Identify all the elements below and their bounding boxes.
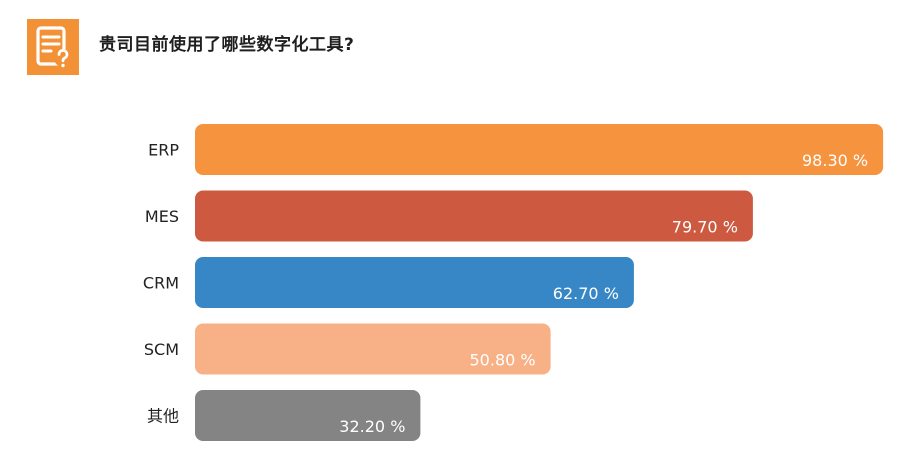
category-label: ERP — [148, 141, 179, 160]
value-label: 32.20 % — [339, 417, 405, 436]
bar — [195, 257, 634, 308]
value-label: 98.30 % — [802, 151, 868, 170]
question-document-icon — [27, 19, 79, 75]
bar — [195, 390, 421, 441]
category-label: CRM — [143, 274, 179, 293]
category-label: 其他 — [147, 407, 179, 426]
bar — [195, 124, 884, 175]
bar — [195, 323, 551, 375]
chart-title: 贵司目前使用了哪些数字化工具? — [99, 35, 355, 55]
value-label: 62.70 % — [553, 284, 619, 303]
category-label: MES — [145, 207, 179, 226]
value-label: 79.70 % — [672, 218, 738, 237]
value-label: 50.80 % — [470, 351, 536, 370]
bar — [195, 190, 753, 242]
category-label: SCM — [144, 340, 179, 359]
